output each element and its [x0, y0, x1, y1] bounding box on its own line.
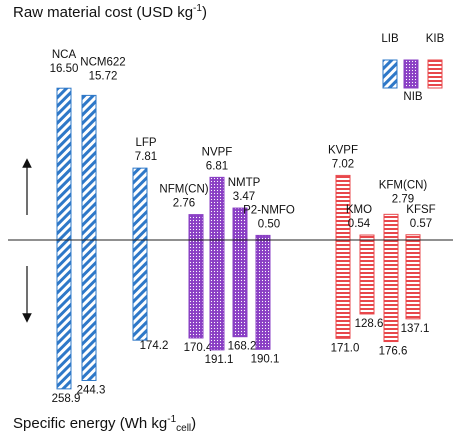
cost-value-label: 2.76 — [173, 198, 195, 210]
material-label: KFM(CN) — [379, 179, 428, 191]
bars-group: NCA 16.50 258.9 NCM622 15.72 244.3 LFP 7.81 174.… — [50, 49, 436, 405]
energy-bar-nfm-cn- — [188, 239, 204, 339]
energy-bar-kfm-cn- — [383, 239, 399, 343]
legend-label-kib: KIB — [426, 33, 445, 45]
energy-bar-kmo — [359, 239, 375, 315]
cost-value-label: 2.79 — [392, 193, 414, 205]
energy-value-label: 191.1 — [205, 354, 234, 366]
legend-swatch-kib — [427, 59, 443, 89]
energy-value-label: 244.3 — [77, 384, 106, 396]
material-label: NFM(CN) — [159, 184, 208, 196]
energy-bar-kfsf — [405, 239, 421, 320]
cost-bar-nca — [56, 87, 72, 241]
energy-value-label: 168.2 — [228, 341, 257, 353]
cost-value-label: 6.81 — [206, 160, 228, 172]
energy-bar-kvpf — [335, 239, 351, 339]
cost-bar-kfsf — [405, 234, 421, 241]
energy-bar-nmtp — [232, 239, 248, 338]
cost-bar-p2-nmfo — [255, 234, 271, 241]
cost-value-label: 7.81 — [135, 151, 157, 163]
legend-swatch-nib — [403, 59, 419, 89]
energy-value-label: 128.6 — [355, 318, 384, 330]
energy-value-label: 258.9 — [52, 393, 81, 405]
energy-bar-nvpf — [209, 239, 225, 351]
energy-bar-lfp — [132, 239, 148, 341]
cost-value-label: 0.54 — [348, 218, 371, 230]
legend-label-nib: NIB — [403, 91, 423, 103]
cost-bar-lfp — [132, 167, 148, 241]
legend: LIB NIB KIB — [381, 33, 444, 103]
cost-value-label: 0.57 — [410, 218, 432, 230]
material-label: P2-NMFO — [243, 204, 295, 216]
cost-value-label: 3.47 — [233, 191, 255, 203]
material-label: NCA — [52, 49, 77, 61]
energy-value-label: 137.1 — [401, 323, 430, 335]
energy-value-label: 176.6 — [379, 346, 408, 358]
cost-value-label: 0.50 — [258, 218, 280, 230]
energy-bar-ncm622 — [81, 239, 97, 381]
energy-value-label: 171.0 — [331, 342, 360, 354]
energy-bar-p2-nmfo — [255, 239, 271, 350]
energy-bar-nca — [56, 239, 72, 390]
material-label: KVPF — [328, 144, 358, 156]
material-label: LFP — [135, 137, 156, 149]
energy-value-label: 170.4 — [184, 342, 213, 354]
material-label: NCM622 — [80, 56, 125, 68]
material-label: KMO — [346, 204, 372, 216]
material-label: NMTP — [228, 177, 261, 189]
cost-bar-ncm622 — [81, 94, 97, 241]
material-label: NVPF — [202, 146, 233, 158]
legend-swatch-lib — [382, 59, 398, 89]
cost-bar-nvpf — [209, 176, 225, 241]
energy-value-label: 174.2 — [140, 340, 169, 352]
cost-bar-nfm-cn- — [188, 214, 204, 241]
bottom-axis-title: Specific energy (Wh kg-1cell) — [13, 414, 196, 434]
energy-value-label: 190.1 — [251, 353, 280, 365]
cost-value-label: 16.50 — [50, 63, 79, 75]
top-axis-title: Raw material cost (USD kg-1) — [13, 3, 207, 21]
cost-bar-kmo — [359, 234, 375, 241]
cost-value-label: 15.72 — [89, 70, 118, 82]
cost-bar-kfm-cn- — [383, 213, 399, 241]
material-label: KFSF — [406, 204, 435, 216]
legend-label-lib: LIB — [381, 33, 399, 45]
cost-value-label: 7.02 — [332, 158, 354, 170]
